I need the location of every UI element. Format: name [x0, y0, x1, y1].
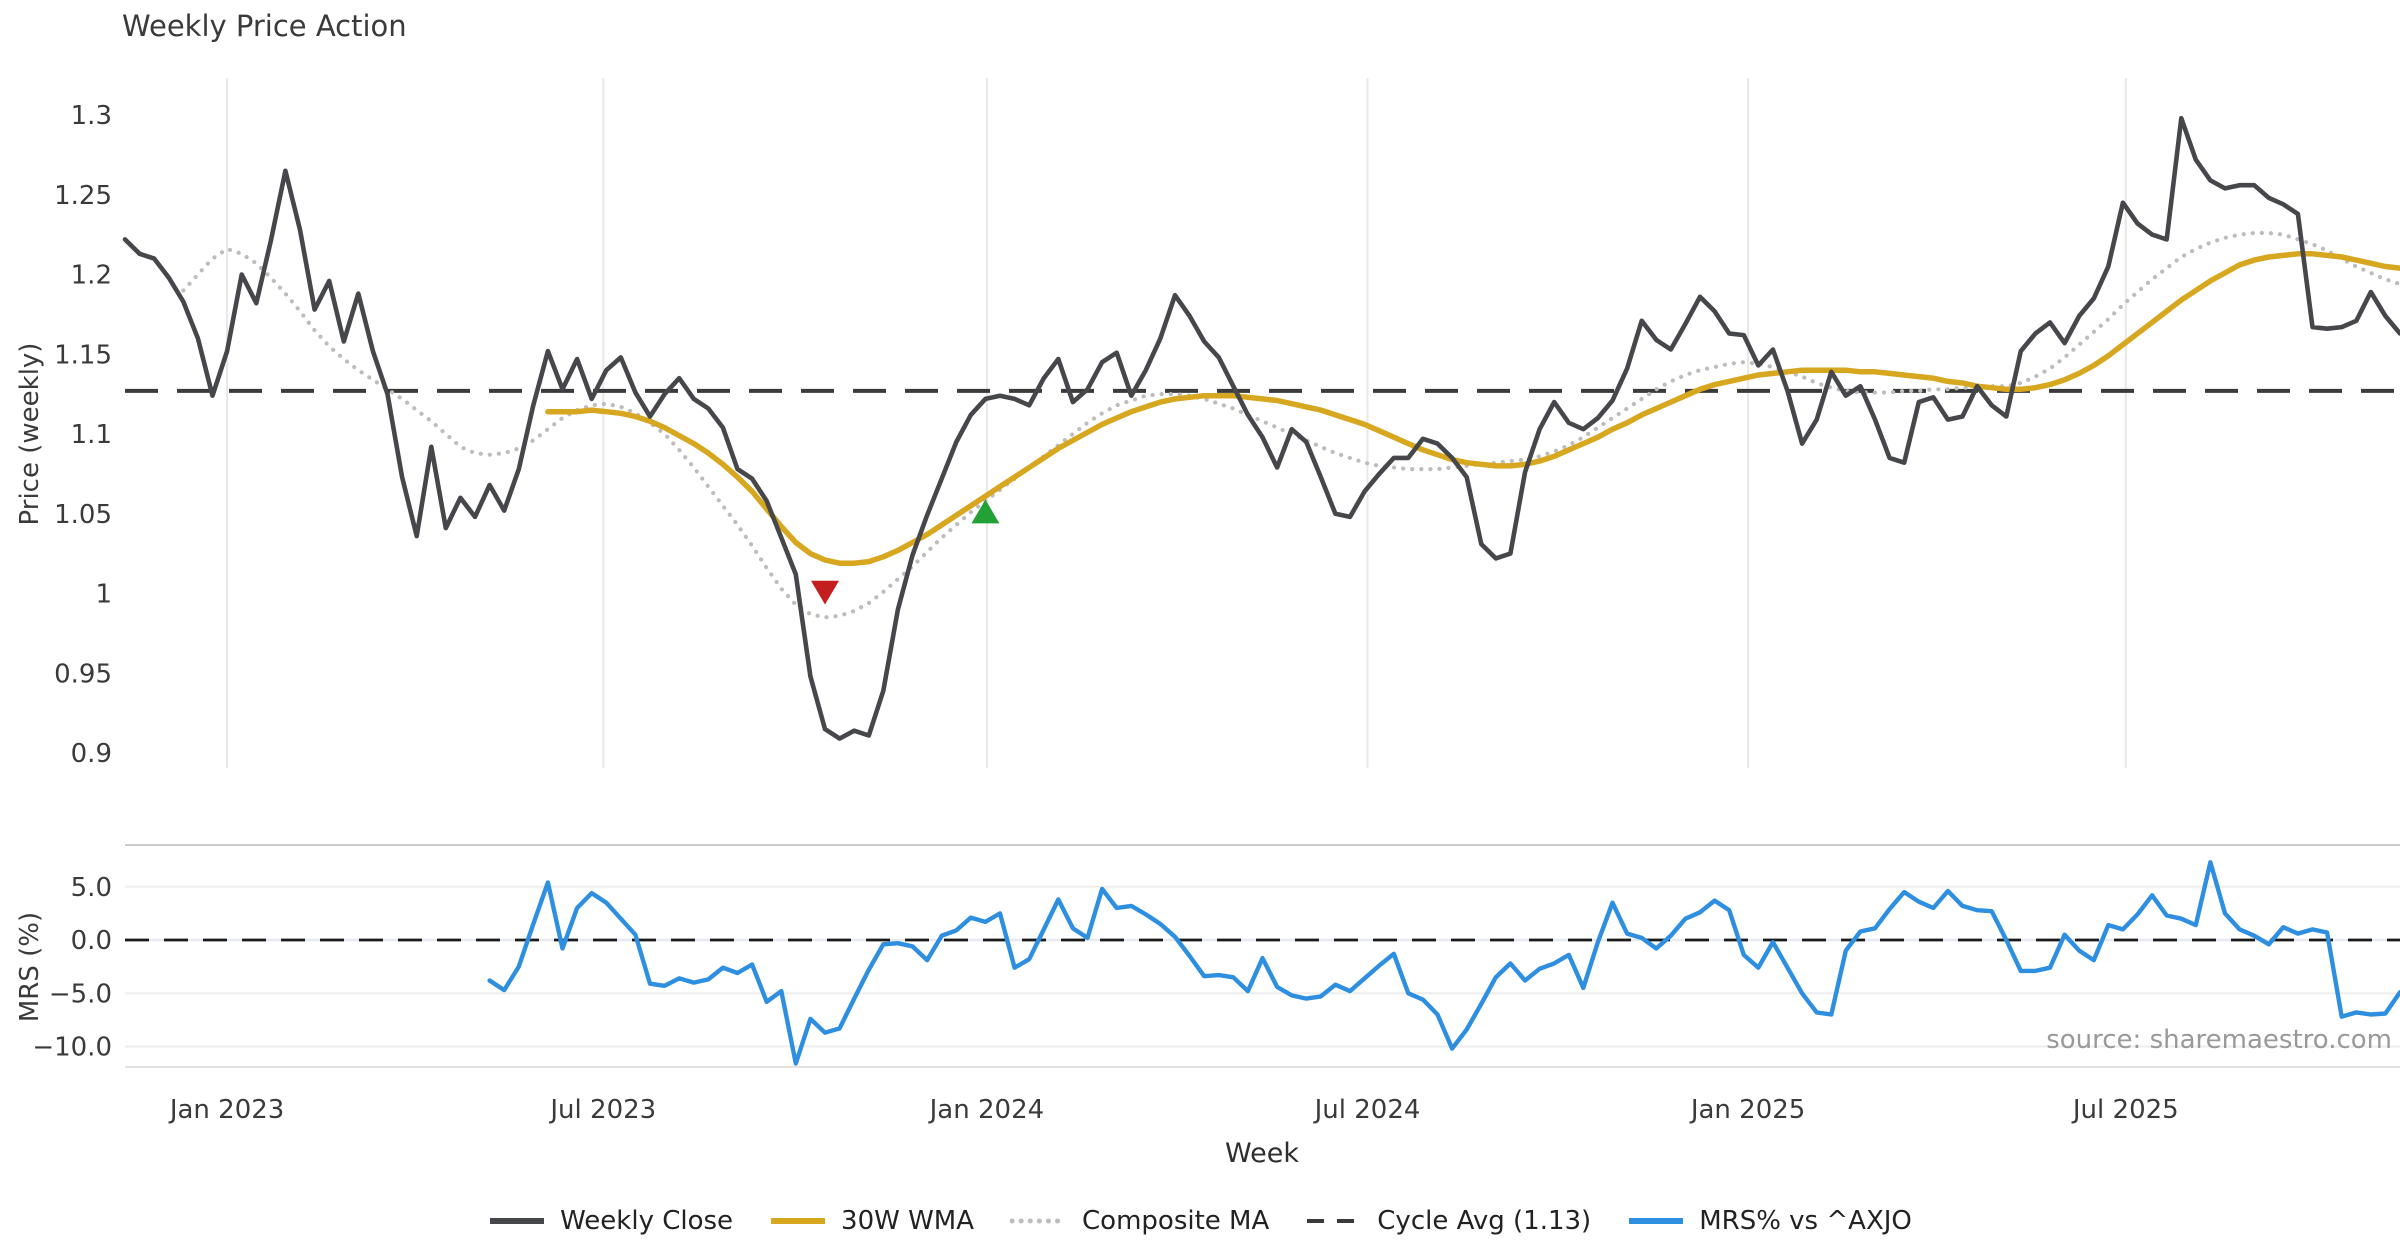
- legend-swatch-solid-icon: [771, 1218, 826, 1224]
- price-ytick-label: 1.05: [54, 500, 112, 530]
- x-axis-label: Week: [1225, 1138, 1299, 1169]
- legend-item-cycle-avg-1-13: Cycle Avg (1.13): [1305, 1206, 1591, 1236]
- legend-swatch-solid-icon: [1629, 1218, 1684, 1224]
- legend-item-label: Weekly Close: [560, 1206, 734, 1236]
- price-ytick-label: 1.3: [71, 101, 112, 131]
- month-tick-label: Jan 2023: [168, 1095, 285, 1125]
- month-tick-label: Jul 2025: [2071, 1095, 2179, 1125]
- legend-item-label: Composite MA: [1082, 1206, 1270, 1236]
- legend-item-label: 30W WMA: [841, 1206, 975, 1236]
- mrs-ytick-label: 0.0: [71, 926, 112, 956]
- price-ytick-label: 1.15: [54, 340, 112, 370]
- legend-item-30w-wma: 30W WMA: [769, 1206, 974, 1236]
- month-tick-label: Jan 2025: [1689, 1095, 1806, 1125]
- legend-swatch-dashed-icon: [1307, 1219, 1362, 1223]
- composite-ma-line: [181, 230, 2400, 620]
- price-ytick-label: 1.25: [54, 181, 112, 211]
- legend: Weekly Close 30W WMA Composite MA Cycle Avg…: [0, 1206, 2400, 1236]
- price-axis-label: Price (weekly): [15, 343, 45, 526]
- tick-labels: 1.3 1.25 1.2 1.15 1.1 1.05 1 0.95 0.9 5.0 0.0 −5.0 −…: [32, 101, 2178, 1125]
- legend-item-composite-ma: Composite MA: [1010, 1206, 1269, 1236]
- source-note: source: sharemaestro.com: [2046, 1025, 2392, 1055]
- signal-markers: [811, 499, 1000, 605]
- weekly-close-line: [122, 115, 2400, 741]
- legend-swatch-dotted-icon: [1010, 1218, 1069, 1224]
- legend-swatch-solid-icon: [490, 1218, 545, 1224]
- month-tick-label: Jan 2024: [928, 1095, 1045, 1125]
- mrs-line: [487, 860, 2400, 1066]
- price-ytick-label: 1.1: [71, 420, 112, 450]
- series-lines: [122, 115, 2400, 1066]
- price-ytick-label: 1: [95, 580, 112, 610]
- legend-item-label: MRS% vs ^AXJO: [1699, 1206, 1912, 1236]
- sell-marker-icon: [811, 580, 839, 605]
- buy-marker-icon: [971, 499, 1000, 524]
- legend-item-weekly-close: Weekly Close: [488, 1206, 733, 1236]
- mrs-ytick-label: −5.0: [49, 979, 112, 1009]
- mrs-axis-label: MRS (%): [15, 912, 45, 1022]
- mrs-ytick-label: 5.0: [71, 873, 112, 903]
- month-tick-label: Jul 2023: [548, 1095, 656, 1125]
- price-ytick-label: 0.95: [54, 659, 112, 689]
- chart-title: Weekly Price Action: [122, 9, 407, 43]
- month-tick-label: Jul 2024: [1313, 1095, 1421, 1125]
- legend-item-mrs-vs-axjo: MRS% vs ^AXJO: [1627, 1206, 1912, 1236]
- price-ytick-label: 0.9: [71, 739, 112, 769]
- gridlines: [125, 78, 2400, 1068]
- wma-line: [545, 251, 2400, 566]
- price-ytick-label: 1.2: [71, 261, 112, 291]
- legend-item-label: Cycle Avg (1.13): [1377, 1206, 1592, 1236]
- mrs-ytick-label: −10.0: [32, 1033, 112, 1063]
